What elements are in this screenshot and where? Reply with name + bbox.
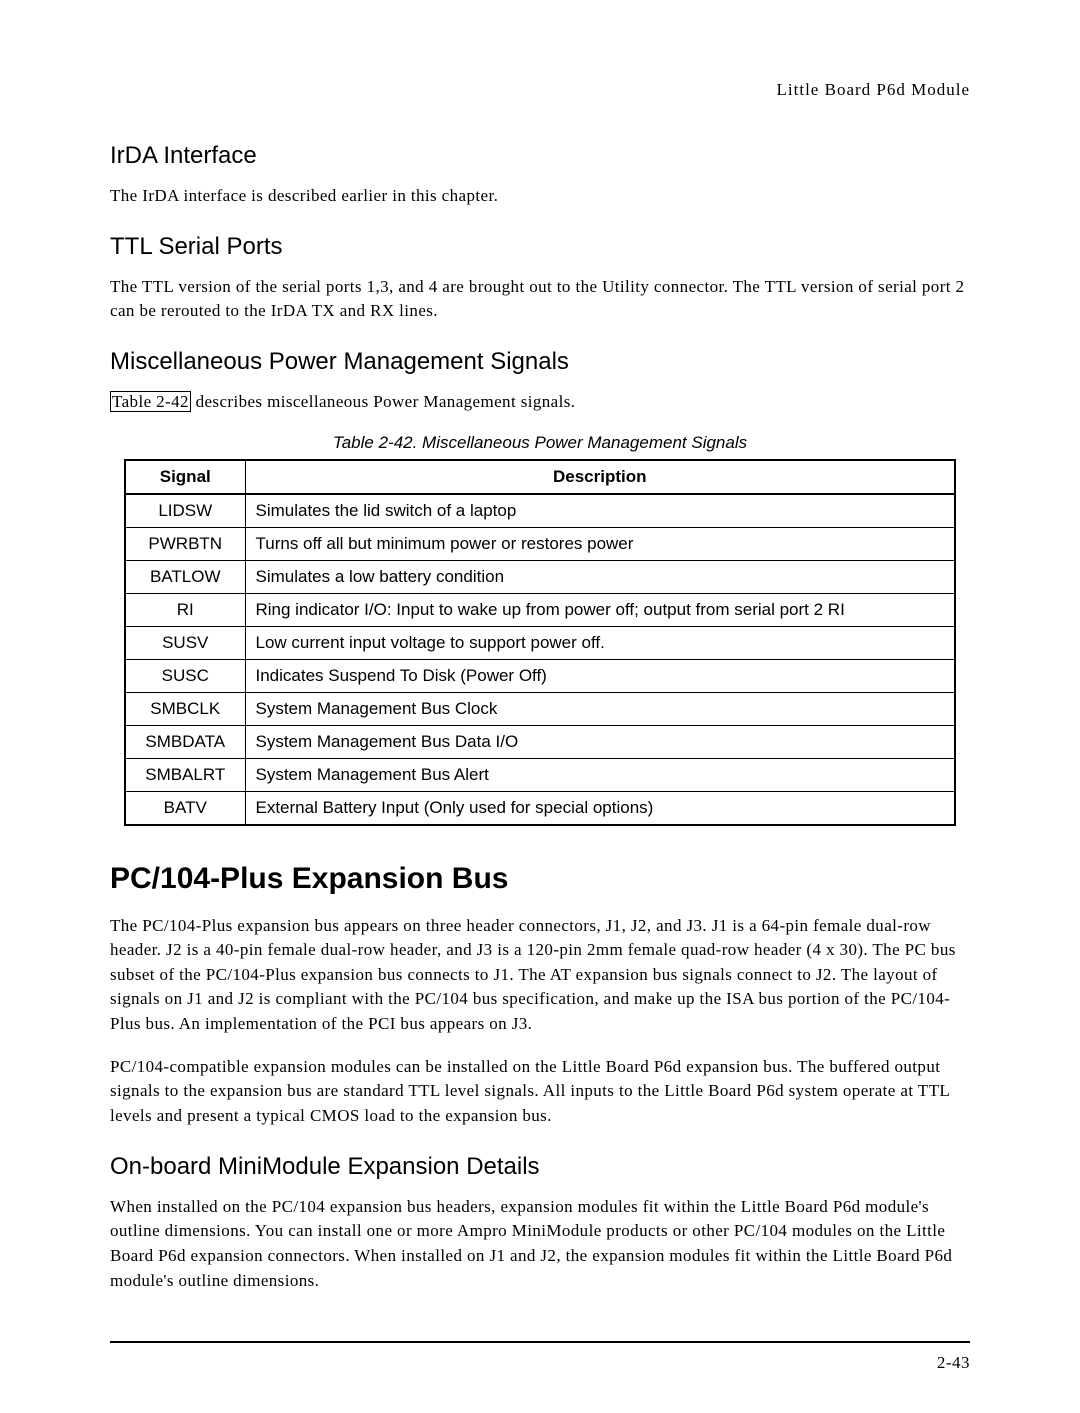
para-pc104-2: PC/104-compatible expansion modules can … — [110, 1055, 970, 1129]
cell-signal: SMBALRT — [125, 758, 245, 791]
cell-desc: Turns off all but minimum power or resto… — [245, 527, 955, 560]
cell-desc: Ring indicator I/O: Input to wake up fro… — [245, 593, 955, 626]
para-irda: The IrDA interface is described earlier … — [110, 184, 970, 209]
footer-rule — [110, 1341, 970, 1343]
para-misc-pm-lead: Table 2-42 describes miscellaneous Power… — [110, 390, 970, 415]
table-header-row: Signal Description — [125, 460, 955, 494]
table-row: BATLOW Simulates a low battery condition — [125, 560, 955, 593]
table-row: SMBDATA System Management Bus Data I/O — [125, 725, 955, 758]
page-number: 2-43 — [110, 1353, 970, 1373]
col-description: Description — [245, 460, 955, 494]
table-ref-link[interactable]: Table 2-42 — [110, 391, 191, 412]
running-head: Little Board P6d Module — [110, 80, 970, 100]
cell-desc: External Battery Input (Only used for sp… — [245, 791, 955, 825]
cell-signal: BATV — [125, 791, 245, 825]
cell-signal: BATLOW — [125, 560, 245, 593]
cell-desc: Low current input voltage to support pow… — [245, 626, 955, 659]
table-row: PWRBTN Turns off all but minimum power o… — [125, 527, 955, 560]
table-row: SMBCLK System Management Bus Clock — [125, 692, 955, 725]
signals-table: Signal Description LIDSW Simulates the l… — [124, 459, 956, 826]
cell-signal: LIDSW — [125, 494, 245, 528]
cell-signal: PWRBTN — [125, 527, 245, 560]
heading-minimodule: On-board MiniModule Expansion Details — [110, 1153, 970, 1181]
cell-signal: RI — [125, 593, 245, 626]
cell-desc: Simulates a low battery condition — [245, 560, 955, 593]
table-row: LIDSW Simulates the lid switch of a lapt… — [125, 494, 955, 528]
cell-desc: System Management Bus Data I/O — [245, 725, 955, 758]
table-caption: Table 2-42. Miscellaneous Power Manageme… — [110, 433, 970, 453]
heading-irda: IrDA Interface — [110, 142, 970, 170]
heading-ttl: TTL Serial Ports — [110, 233, 970, 261]
table-row: RI Ring indicator I/O: Input to wake up … — [125, 593, 955, 626]
cell-signal: SMBDATA — [125, 725, 245, 758]
para-minimodule: When installed on the PC/104 expansion b… — [110, 1195, 970, 1294]
cell-signal: SUSC — [125, 659, 245, 692]
col-signal: Signal — [125, 460, 245, 494]
heading-misc-pm: Miscellaneous Power Management Signals — [110, 348, 970, 376]
cell-desc: Simulates the lid switch of a laptop — [245, 494, 955, 528]
cell-desc: System Management Bus Alert — [245, 758, 955, 791]
table-row: SMBALRT System Management Bus Alert — [125, 758, 955, 791]
para-pc104-1: The PC/104-Plus expansion bus appears on… — [110, 914, 970, 1037]
cell-desc: System Management Bus Clock — [245, 692, 955, 725]
page: Little Board P6d Module IrDA Interface T… — [0, 0, 1080, 1413]
cell-desc: Indicates Suspend To Disk (Power Off) — [245, 659, 955, 692]
table-row: SUSC Indicates Suspend To Disk (Power Of… — [125, 659, 955, 692]
cell-signal: SMBCLK — [125, 692, 245, 725]
para-ttl: The TTL version of the serial ports 1,3,… — [110, 275, 970, 324]
table-row: BATV External Battery Input (Only used f… — [125, 791, 955, 825]
table-row: SUSV Low current input voltage to suppor… — [125, 626, 955, 659]
heading-pc104: PC/104-Plus Expansion Bus — [110, 862, 970, 896]
para-misc-pm-lead-rest: describes miscellaneous Power Management… — [191, 392, 575, 411]
cell-signal: SUSV — [125, 626, 245, 659]
